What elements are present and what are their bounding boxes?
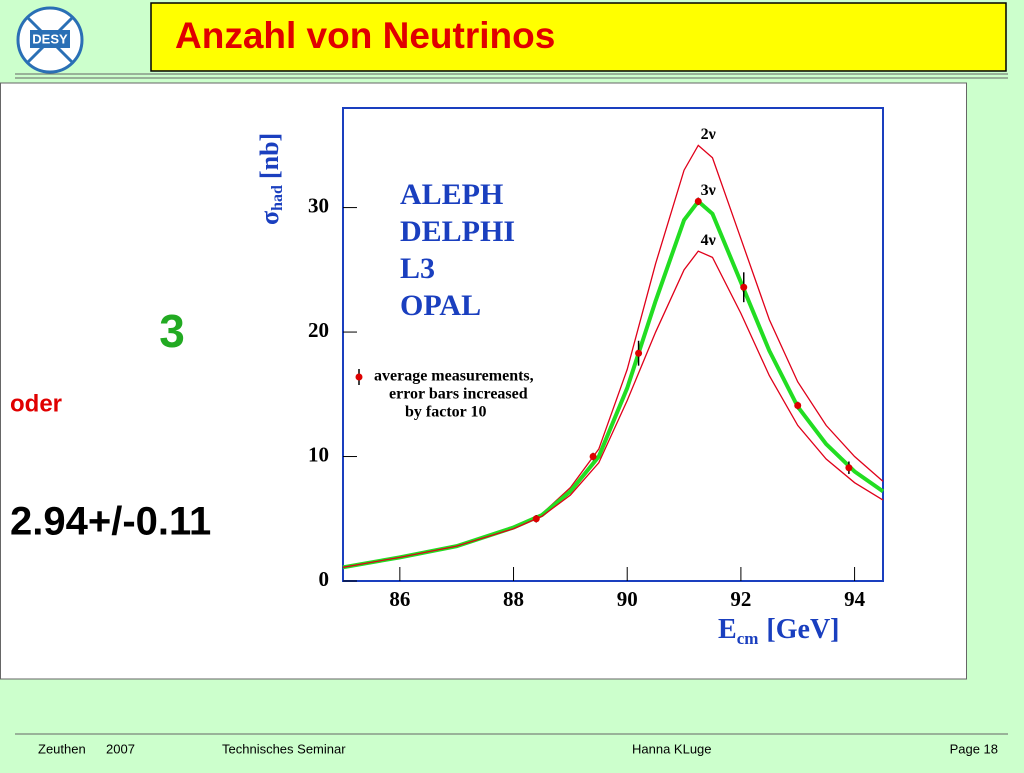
y-label-sub: had <box>269 185 286 211</box>
legend-text: error bars increased <box>389 386 528 403</box>
y-axis-label: σhad [nb] <box>255 133 286 225</box>
measurement <box>532 515 540 523</box>
measurement <box>794 401 802 409</box>
y-tick-label: 30 <box>308 193 329 217</box>
axes-frame <box>342 107 884 582</box>
x-tick-label: 86 <box>389 587 410 611</box>
x-label-sub: cm <box>737 629 759 648</box>
x-tick-label: 90 <box>617 587 638 611</box>
footer-year: 2007 <box>106 741 135 756</box>
legend-marker <box>355 373 363 381</box>
y-tick-label: 0 <box>319 567 330 591</box>
answer: 3 <box>159 305 185 357</box>
title-box <box>150 2 1007 72</box>
curve-label: 4ν <box>701 232 716 249</box>
y-label-unit: [nb] <box>255 133 284 179</box>
logo-text: DESY <box>32 31 68 46</box>
measurement <box>740 283 748 291</box>
curve-label: 3ν <box>701 182 716 199</box>
x-axis-label: Ecm [GeV] <box>718 614 839 647</box>
experiment: ALEPH <box>400 178 503 211</box>
result: 2.94+/-0.11 <box>10 500 211 544</box>
chart-panel <box>0 82 967 680</box>
measurement <box>845 464 853 472</box>
experiment: OPAL <box>400 289 481 322</box>
x-tick-label: 94 <box>844 587 866 611</box>
x-label-unit: [GeV] <box>766 614 839 645</box>
curve <box>342 198 885 570</box>
x-label-symbol: E <box>718 614 737 645</box>
measurement <box>589 453 597 461</box>
measurement <box>635 349 643 357</box>
footer-page: Page 18 <box>950 741 998 756</box>
curve <box>342 250 884 568</box>
x-tick-label: 92 <box>730 587 751 611</box>
legend-text: by factor 10 <box>405 404 486 421</box>
measurement <box>694 197 702 205</box>
plot: 86 88 90 92 94 0 10 20 30 σhad [nb] Ecm [GeV] ALEPH DE… <box>255 107 885 648</box>
y-tick-label: 20 <box>308 318 329 342</box>
or-text: oder <box>10 390 62 417</box>
experiment: DELPHI <box>400 215 515 248</box>
y-tick-label: 10 <box>308 442 329 466</box>
footer-place: Zeuthen <box>38 741 86 756</box>
legend-text: average measurements, <box>374 368 534 385</box>
curve-label: 2ν <box>701 126 716 143</box>
x-tick-label: 88 <box>503 587 524 611</box>
footer-author: Hanna KLuge <box>632 741 712 756</box>
footer-event: Technisches Seminar <box>222 741 346 756</box>
experiment: L3 <box>400 252 435 285</box>
title: Anzahl von Neutrinos <box>175 15 555 56</box>
y-label-symbol: σ <box>255 211 284 225</box>
logo-box <box>30 30 70 48</box>
